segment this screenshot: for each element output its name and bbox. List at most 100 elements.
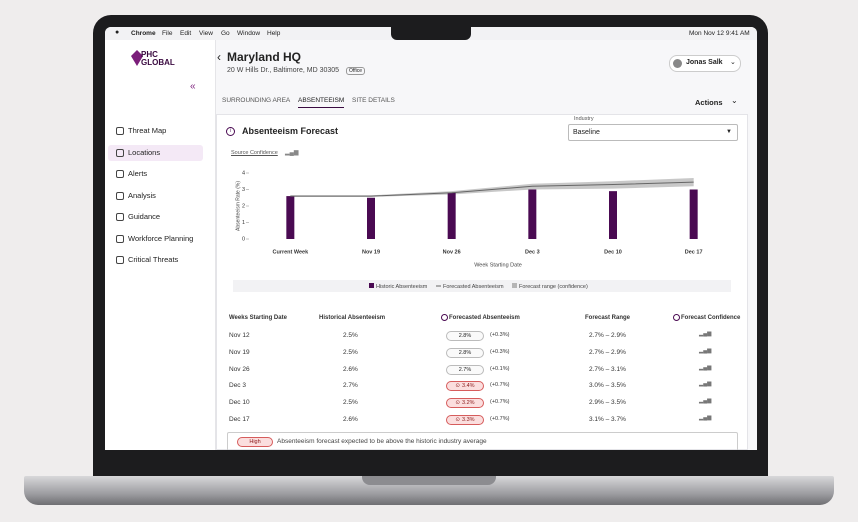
menu-item[interactable]: Window bbox=[237, 30, 261, 37]
x-axis-label: Week Starting Date bbox=[474, 262, 522, 268]
nav-item[interactable]: Locations bbox=[108, 144, 203, 161]
forecast: 2.8% bbox=[458, 349, 472, 356]
tab[interactable]: SURROUNDING AREA bbox=[222, 97, 291, 104]
address: 20 W Hills Dr., Baltimore, MD 30305 bbox=[227, 67, 340, 74]
week: Nov 26 bbox=[229, 365, 250, 373]
bar bbox=[367, 197, 375, 239]
range: 3.1% – 3.7% bbox=[589, 416, 626, 423]
logo-top: PHC bbox=[141, 50, 158, 59]
nav-label: Locations bbox=[128, 147, 161, 157]
main: ‹ Maryland HQ 20 W Hills Dr., Baltimore,… bbox=[216, 40, 757, 450]
range: 2.7% – 2.9% bbox=[589, 332, 626, 339]
tab[interactable]: SITE DETAILS bbox=[352, 97, 395, 104]
x-tick-label: Dec 10 bbox=[604, 249, 622, 255]
nav-item[interactable]: Analysis bbox=[108, 188, 203, 204]
forecast-pill: ⊙ 3.4% bbox=[446, 381, 484, 392]
page-title: Maryland HQ bbox=[227, 50, 302, 64]
confidence-icon: ▂▄▆ bbox=[699, 415, 712, 421]
confidence-icon: ▂▄▆ bbox=[699, 347, 712, 354]
legend-bg bbox=[233, 280, 731, 292]
collapse-button[interactable]: « bbox=[190, 81, 196, 92]
industry-value: Baseline bbox=[573, 129, 600, 136]
nav-item[interactable]: Threat Map bbox=[108, 123, 203, 139]
industry-label: Industry bbox=[573, 116, 595, 122]
forecast-line bbox=[290, 181, 694, 197]
menu-item[interactable]: View bbox=[199, 30, 213, 37]
logo-mark bbox=[131, 50, 143, 66]
legend-label: Historic Absenteeism bbox=[376, 284, 428, 290]
back-button[interactable]: ‹ bbox=[217, 50, 221, 64]
nav-item[interactable]: Critical Threats bbox=[108, 252, 203, 268]
menu-item[interactable]: Help bbox=[267, 30, 281, 37]
menu-item[interactable]: Go bbox=[221, 30, 230, 37]
x-tick-label: Nov 19 bbox=[362, 249, 380, 255]
signal-icon: ▂▄▆ bbox=[285, 150, 299, 156]
actions-button[interactable]: Actions bbox=[695, 98, 723, 107]
info-icon bbox=[673, 314, 680, 321]
nav-label: Alerts bbox=[128, 169, 148, 178]
legend-label: Forecasted Absenteeism bbox=[443, 284, 504, 290]
historical: 2.5% bbox=[343, 348, 358, 356]
confidence-icon: ▂▄▆ bbox=[699, 398, 712, 405]
range: 2.7% – 2.9% bbox=[589, 348, 626, 356]
x-tick-label: Dec 3 bbox=[525, 249, 540, 255]
week: Nov 12 bbox=[229, 332, 250, 339]
change: (+0.3%) bbox=[490, 348, 510, 355]
forecast: 3.2% bbox=[462, 400, 475, 407]
legend-label: Forecast range (confidence) bbox=[519, 284, 588, 290]
nav-item[interactable]: Workforce Planning bbox=[108, 231, 203, 247]
chevron: ⌄ bbox=[730, 59, 736, 66]
menu-item[interactable]: File bbox=[162, 30, 173, 37]
nav-icon bbox=[116, 170, 124, 178]
forecast-pill: ⊙ 3.3% bbox=[446, 415, 484, 425]
week: Nov 19 bbox=[229, 348, 250, 356]
confidence-icon: ▂▄▆ bbox=[699, 381, 712, 388]
warning-icon: ⊙ bbox=[455, 417, 461, 423]
y-tick-label: 2 bbox=[242, 203, 245, 209]
note: High Absenteeism forecast expected to be… bbox=[227, 432, 738, 450]
confidence-icon: ▂▄▆ bbox=[699, 364, 712, 371]
select-arrow: ▼ bbox=[726, 129, 732, 135]
nav-label: Workforce Planning bbox=[128, 233, 194, 243]
nav-item[interactable]: Alerts bbox=[108, 166, 203, 182]
week: Dec 3 bbox=[229, 382, 246, 390]
nav-icon bbox=[116, 256, 124, 264]
x-tick-label: Dec 17 bbox=[685, 249, 703, 255]
range: 2.9% – 3.5% bbox=[589, 399, 626, 407]
nav-icon bbox=[116, 148, 124, 157]
industry-select[interactable]: Baseline ▼ bbox=[568, 124, 738, 141]
confidence-icon: ▂▄▆ bbox=[699, 331, 712, 337]
week: Dec 17 bbox=[229, 416, 250, 423]
nav-item[interactable]: Guidance bbox=[108, 209, 203, 225]
nav-icon bbox=[116, 213, 124, 221]
forecast-pill: 2.8% bbox=[446, 331, 484, 341]
nav-label: Threat Map bbox=[128, 126, 167, 135]
forecast: 2.7% bbox=[458, 366, 472, 373]
screen: ● Chrome File Edit View Go Window Help Mon No… bbox=[105, 27, 757, 450]
user-menu[interactable]: Jonas Salk ⌄ bbox=[669, 55, 741, 72]
x-tick-label: Nov 26 bbox=[443, 249, 461, 255]
nav-icon bbox=[116, 234, 124, 243]
info-icon bbox=[441, 314, 448, 321]
datetime: Mon Nov 12 9:41 AM bbox=[689, 30, 750, 37]
info-icon: i bbox=[226, 127, 235, 136]
historical: 2.5% bbox=[343, 399, 358, 407]
forecast-pill: ⊙ 3.2% bbox=[446, 398, 484, 409]
y-tick-label: 4 bbox=[242, 170, 245, 176]
range: 3.0% – 3.5% bbox=[589, 382, 626, 390]
change: (+0.1%) bbox=[490, 365, 510, 372]
change: (+0.3%) bbox=[490, 332, 510, 338]
actions-chevron: ⌄ bbox=[731, 96, 738, 105]
nav-icon bbox=[116, 127, 124, 135]
menu-item[interactable]: Edit bbox=[180, 30, 192, 37]
warning-icon: ⊙ bbox=[455, 400, 461, 407]
source-confidence[interactable]: Source Confidence bbox=[231, 150, 278, 156]
sidebar: PHC GLOBAL « Threat Map Locations Alerts An… bbox=[105, 40, 216, 450]
user-name: Jonas Salk bbox=[686, 59, 723, 66]
bar bbox=[609, 191, 617, 239]
note-badge: High bbox=[237, 437, 273, 447]
badge: Office bbox=[346, 67, 365, 75]
tab[interactable]: ABSENTEEISM bbox=[298, 97, 345, 108]
column-header: Forecast Range bbox=[585, 315, 631, 321]
